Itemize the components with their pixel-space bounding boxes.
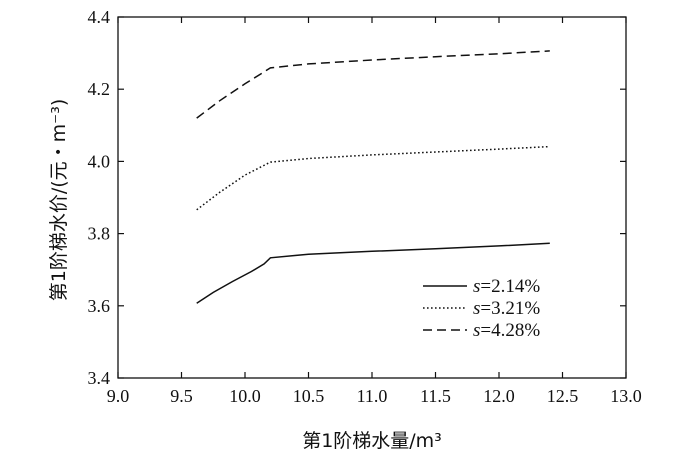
x-tick-label: 10.0 — [229, 386, 261, 406]
legend-value: =2.14% — [480, 276, 540, 297]
series-lines — [196, 50, 550, 304]
legend-label-3: s=4.28% — [473, 320, 540, 341]
x-tick-label: 9.5 — [170, 386, 193, 406]
y-tick-label: 4.0 — [88, 151, 111, 171]
x-tick-label: 9.0 — [107, 386, 130, 406]
x-tick-label: 12.5 — [547, 386, 579, 406]
y-tick-label: 3.8 — [88, 224, 111, 244]
x-tick-label: 10.5 — [293, 386, 325, 406]
series-line-1 — [196, 242, 550, 304]
x-tick-label: 11.0 — [357, 386, 388, 406]
legend-label-2: s=3.21% — [473, 298, 540, 319]
y-tick-label: 3.4 — [88, 368, 111, 388]
series-line-2 — [196, 145, 550, 211]
plot-frame — [117, 16, 627, 379]
legend-value: =3.21% — [480, 298, 540, 319]
x-tick-label: 12.0 — [483, 386, 515, 406]
legend-value: =4.28% — [480, 320, 540, 341]
plot-border — [117, 16, 627, 379]
axis-tick-labels: 9.0 9.5 10.0 10.5 11.0 11.5 12.0 12.5 13.0 3.4 3.6… — [88, 7, 642, 406]
y-tick-label: 4.2 — [88, 79, 111, 99]
x-tick-label: 11.5 — [420, 386, 451, 406]
y-axis-title: 第1阶梯水价/(元・m⁻³) — [48, 99, 70, 301]
x-axis-title: 第1阶梯水量/m³ — [302, 430, 442, 452]
legend-label-1: s=2.14% — [473, 276, 540, 297]
x-tick-label: 13.0 — [610, 386, 642, 406]
legend-var: s — [473, 320, 480, 341]
legend-var: s — [473, 276, 480, 297]
series-line-3 — [196, 50, 550, 119]
y-tick-label: 4.4 — [88, 7, 111, 27]
legend: s=2.14%s=3.21%s=4.28% — [423, 276, 540, 341]
y-tick-label: 3.6 — [88, 296, 111, 316]
axis-ticks — [117, 16, 627, 379]
legend-var: s — [473, 298, 480, 319]
